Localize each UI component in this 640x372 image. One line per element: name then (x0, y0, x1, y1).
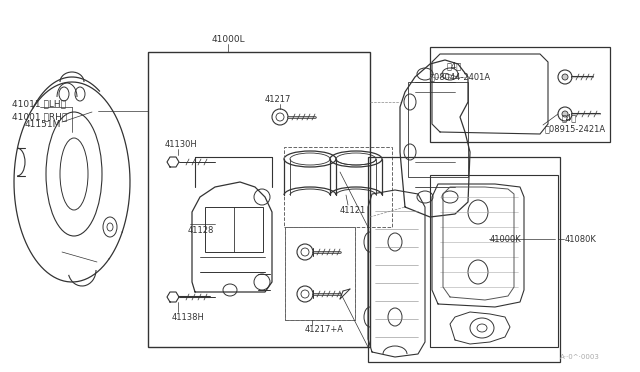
Text: 41217+A: 41217+A (305, 324, 344, 334)
Bar (285, 227, 355, 320)
Bar (408, 82, 468, 177)
Text: Ⓦ08915-2421A: Ⓦ08915-2421A (545, 125, 606, 134)
Text: 41151M: 41151M (25, 119, 61, 128)
Bar (368, 157, 560, 362)
Bar (430, 47, 610, 142)
Text: 41130H: 41130H (165, 140, 198, 148)
Text: 41217: 41217 (265, 94, 291, 103)
Ellipse shape (562, 111, 568, 117)
Text: Ⓑ08044-2401A: Ⓑ08044-2401A (430, 73, 491, 81)
Text: 41138H: 41138H (172, 312, 205, 321)
Text: 41011 〈LH〉: 41011 〈LH〉 (12, 99, 66, 109)
Text: 〈4〉: 〈4〉 (562, 113, 577, 122)
Bar (148, 52, 370, 347)
Text: A··0^·0003: A··0^·0003 (560, 354, 600, 360)
Text: 41121: 41121 (340, 205, 366, 215)
Text: 41001 〈RH〉: 41001 〈RH〉 (12, 112, 67, 122)
Bar (205, 207, 263, 252)
Text: 41080K: 41080K (565, 234, 597, 244)
Bar (430, 175, 558, 347)
Text: 41000K: 41000K (490, 234, 522, 244)
Text: 41128: 41128 (188, 225, 214, 234)
Text: 〈4〉: 〈4〉 (447, 61, 462, 71)
Text: 41000L: 41000L (211, 35, 245, 44)
Bar (285, 227, 355, 320)
Bar (284, 147, 392, 227)
Ellipse shape (562, 74, 568, 80)
